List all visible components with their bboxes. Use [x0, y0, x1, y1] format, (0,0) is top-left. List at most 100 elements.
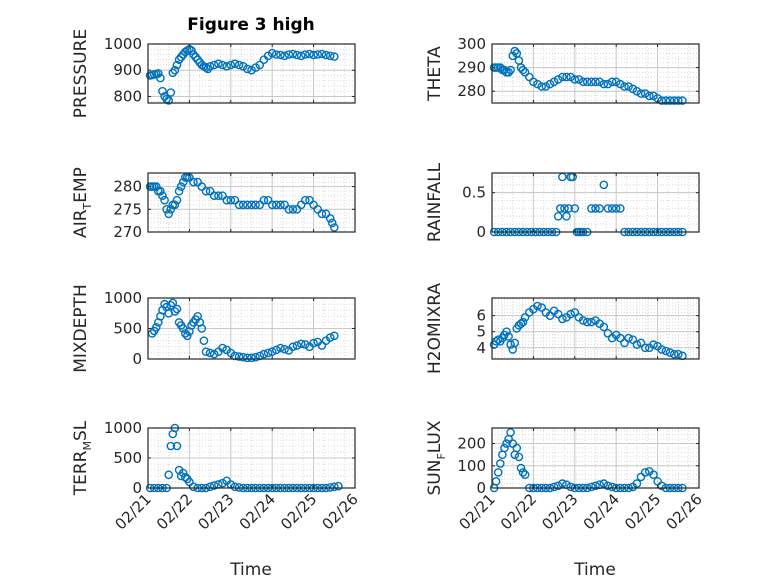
data-point	[166, 88, 176, 97]
data-point	[259, 195, 269, 205]
data-point	[512, 443, 522, 453]
data-point	[151, 322, 161, 332]
y-tick-label: 5	[476, 323, 486, 341]
data-point	[189, 50, 198, 59]
data-point	[504, 68, 513, 77]
data-point	[309, 338, 318, 348]
data-point	[325, 483, 335, 492]
data-point	[309, 50, 318, 60]
data-point	[570, 204, 580, 213]
data-point	[495, 459, 505, 468]
data-point	[271, 200, 281, 210]
y-tick-label: 0.5	[462, 184, 486, 202]
data-point	[607, 204, 617, 213]
data-point	[493, 468, 503, 477]
data-point	[329, 331, 339, 341]
data-point	[500, 65, 509, 75]
data-point	[599, 79, 609, 89]
data-point	[595, 77, 604, 87]
data-point	[553, 309, 563, 319]
data-point	[520, 470, 530, 480]
data-point	[545, 311, 555, 321]
data-point	[327, 218, 337, 228]
data-point	[321, 209, 331, 219]
data-point	[558, 72, 567, 82]
data-point	[599, 479, 609, 488]
subplot-7: 05001000TERRMSL02/2102/2202/2302/2402/25…	[71, 419, 362, 533]
y-axis-label: AIRTEMP	[71, 167, 94, 238]
y-tick-label: 300	[457, 35, 486, 53]
data-point	[502, 327, 511, 337]
data-point	[300, 50, 310, 59]
y-tick-label: 6	[476, 307, 486, 325]
data-point	[556, 204, 565, 213]
data-point	[518, 468, 528, 477]
data-point	[657, 345, 667, 354]
data-point	[599, 180, 609, 190]
data-point	[564, 204, 573, 213]
data-point	[164, 209, 173, 219]
data-point	[632, 479, 642, 488]
x-axis-label-left: Time	[229, 560, 272, 580]
data-point	[570, 75, 580, 84]
data-point	[276, 50, 285, 60]
data-point	[243, 64, 252, 74]
data-point	[558, 479, 567, 488]
data-point	[176, 52, 186, 62]
y-tick-label: 290	[457, 59, 486, 77]
x-tick-label: 02/26	[319, 490, 362, 533]
data-point	[541, 82, 551, 91]
data-point	[199, 336, 209, 346]
data-point	[574, 75, 584, 84]
data-point	[234, 60, 244, 70]
data-point	[166, 300, 176, 310]
x-tick-label: 02/22	[497, 490, 540, 533]
data-point	[578, 77, 588, 87]
data-point	[520, 68, 530, 77]
y-tick-label: 280	[457, 82, 486, 100]
data-point	[603, 79, 613, 89]
data-point	[170, 65, 180, 75]
x-tick-label: 02/26	[663, 490, 706, 533]
x-tick-label: 02/23	[194, 490, 237, 533]
data-point	[234, 352, 244, 361]
data-point	[645, 91, 654, 101]
data-point	[153, 69, 163, 78]
axes-box	[491, 43, 700, 104]
y-axis-label: RAINFALL	[425, 162, 445, 242]
y-tick-label: 0	[476, 479, 486, 497]
data-point	[172, 441, 182, 451]
data-point	[591, 481, 600, 491]
data-point	[603, 204, 613, 213]
data-point	[160, 195, 169, 205]
data-point	[640, 468, 650, 477]
data-point	[176, 182, 186, 191]
data-point	[620, 82, 629, 91]
data-point	[276, 343, 285, 353]
data-point	[182, 331, 192, 341]
data-point	[292, 50, 302, 60]
data-point	[209, 481, 219, 490]
x-tick-label: 02/24	[580, 490, 623, 533]
data-point	[214, 59, 223, 69]
data-point	[296, 51, 306, 61]
data-point	[657, 481, 667, 491]
data-point	[640, 89, 650, 98]
data-point	[510, 46, 520, 56]
data-point	[172, 304, 182, 314]
data-point	[587, 204, 596, 213]
data-point	[222, 62, 231, 71]
data-point	[267, 200, 277, 210]
subplot-8: 0100200SUNFLUX02/2102/2202/2302/2402/250…	[425, 420, 706, 533]
data-point	[595, 204, 604, 213]
y-tick-label: 500	[113, 320, 142, 338]
y-tick-label: 1000	[104, 289, 142, 307]
data-point	[280, 344, 289, 354]
y-axis-label: THETA	[425, 46, 445, 102]
data-point	[636, 338, 646, 348]
data-point	[292, 341, 302, 350]
y-tick-label: 1000	[104, 419, 142, 437]
data-point	[607, 77, 617, 87]
data-point	[238, 352, 248, 362]
data-point	[533, 79, 542, 89]
